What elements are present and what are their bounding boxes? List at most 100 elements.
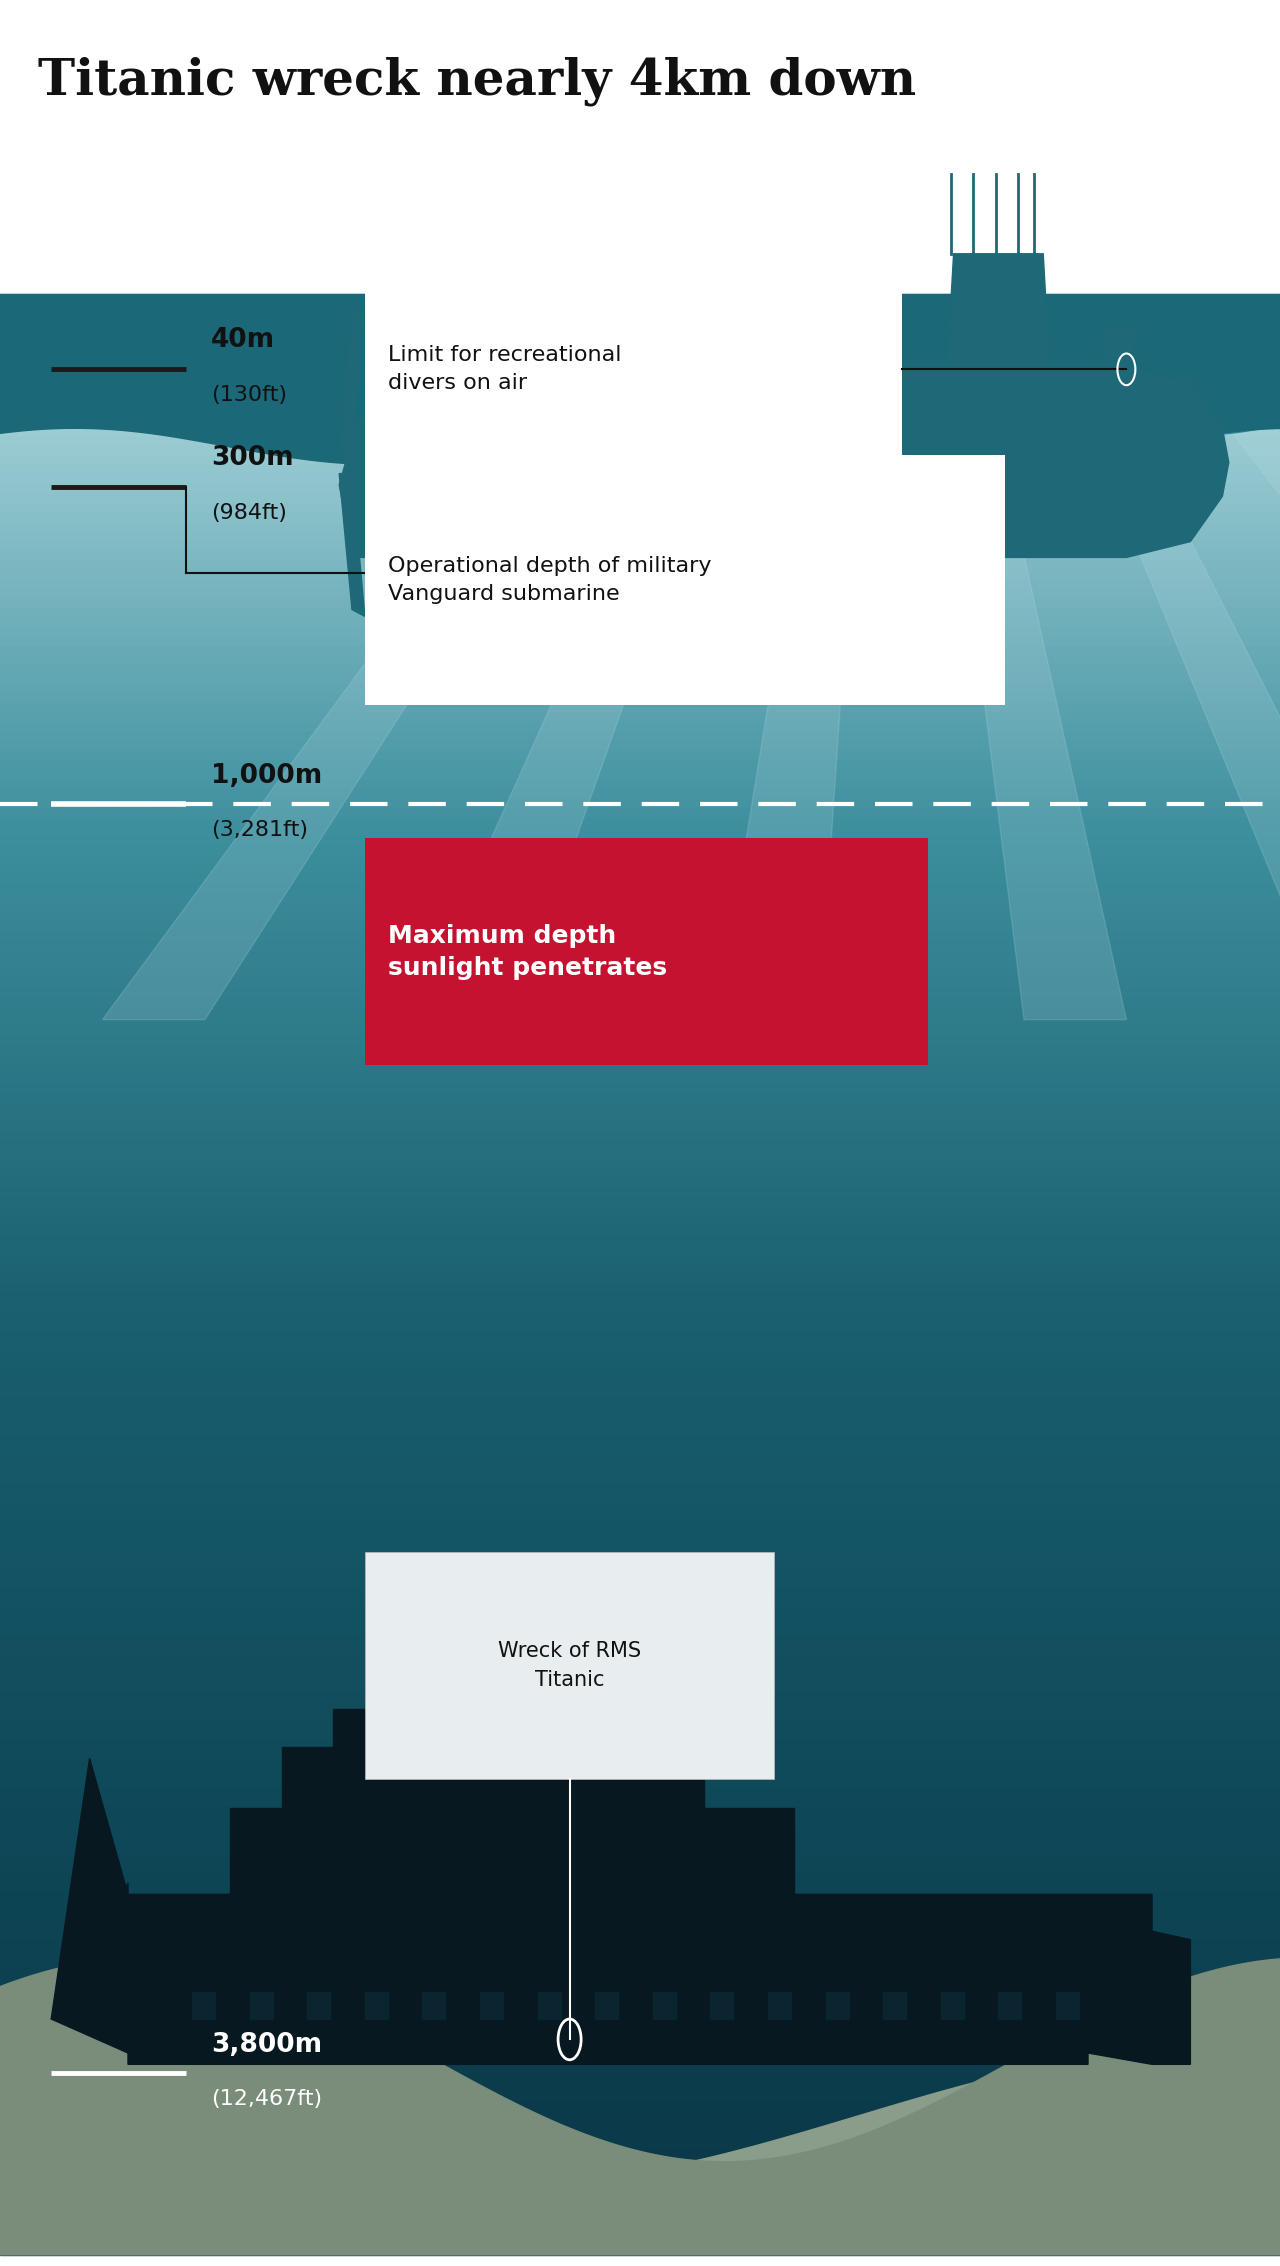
Bar [0,1969,1280,1978]
Bar [0,2121,1280,2130]
Polygon shape [282,1747,704,1808]
Bar [0,693,1280,702]
Polygon shape [1171,351,1280,1020]
Bar [0,2112,1280,2121]
Text: 300m: 300m [211,446,294,471]
Polygon shape [230,1808,794,1894]
Bar [0,437,1280,446]
Bar [0,1369,1280,1380]
Bar [0,1312,1280,1321]
Bar [0,408,1280,417]
Bar [0,1008,1280,1017]
Bar [0,952,1280,961]
Text: (984ft): (984ft) [211,503,287,523]
Bar [0,845,1280,857]
Polygon shape [102,351,634,1020]
Bar [0,961,1280,970]
Bar [0,1226,1280,1237]
Bar [538,1992,561,2019]
Bar [0,884,1280,893]
Bar [0,798,1280,809]
Bar [826,1992,849,2019]
Bar [422,1992,445,2019]
Bar [0,1475,1280,1484]
Bar [0,2225,1280,2237]
Bar [480,1992,503,2019]
Bar [0,2008,1280,2017]
Bar [0,1892,1280,1903]
Bar [0,399,1280,408]
Bar [0,836,1280,845]
Bar [0,1523,1280,1532]
Text: Maximum depth
sunlight penetrates: Maximum depth sunlight penetrates [388,925,667,979]
Bar [0,1731,1280,1740]
Bar [0,455,1280,465]
Bar [0,1749,1280,1761]
Bar [0,1104,1280,1113]
Bar [0,1047,1280,1056]
Bar [768,1992,791,2019]
Bar [0,589,1280,598]
Bar [0,970,1280,979]
Bar [307,1992,330,2019]
Bar [0,2026,1280,2035]
Polygon shape [410,351,749,1020]
Bar [0,2035,1280,2046]
Bar [0,533,1280,542]
Bar [0,655,1280,666]
Bar [0,1484,1280,1493]
Text: (3,281ft): (3,281ft) [211,820,308,841]
Bar [0,818,1280,827]
Bar [0,1645,1280,1654]
Bar [0,940,1280,952]
Bar [0,2178,1280,2189]
Bar [0,1636,1280,1645]
Bar [0,560,1280,571]
Bar [0,465,1280,476]
Bar [0,1675,1280,1684]
Bar [0,1428,1280,1437]
Bar [0,1493,1280,1502]
Bar [0,1036,1280,1047]
Bar [0,1217,1280,1226]
Bar [0,1255,1280,1264]
Bar [0,1770,1280,1779]
Polygon shape [1056,351,1280,1020]
Bar [365,838,928,1065]
Bar [0,1446,1280,1455]
Bar [0,512,1280,523]
Bar [0,1883,1280,1892]
Bar [0,988,1280,999]
Bar [0,723,1280,732]
Bar [0,1856,1280,1865]
Text: 1,000m: 1,000m [211,764,323,789]
Bar [365,245,902,494]
Polygon shape [389,1611,430,1758]
Bar [0,1208,1280,1217]
Bar [0,1056,1280,1065]
Bar [0,1999,1280,2008]
Bar [0,485,1280,494]
Bar [0,2046,1280,2055]
Bar [0,1407,1280,1416]
Bar [365,455,1005,705]
Bar [0,2169,1280,2178]
Bar [0,628,1280,637]
Polygon shape [339,474,365,616]
Text: (130ft): (130ft) [211,385,287,406]
Bar [0,637,1280,646]
Bar [250,1992,273,2019]
Polygon shape [51,1883,128,2019]
Bar [0,2017,1280,2026]
Text: 40m: 40m [211,329,275,353]
Polygon shape [339,308,365,451]
Bar [0,2189,1280,2198]
Bar [0,2141,1280,2150]
Bar [0,1351,1280,1360]
Bar [0,913,1280,922]
Bar [0,1237,1280,1246]
Bar [0,2064,1280,2073]
Bar [0,523,1280,533]
Bar [0,1931,1280,1940]
Bar [0,1464,1280,1475]
